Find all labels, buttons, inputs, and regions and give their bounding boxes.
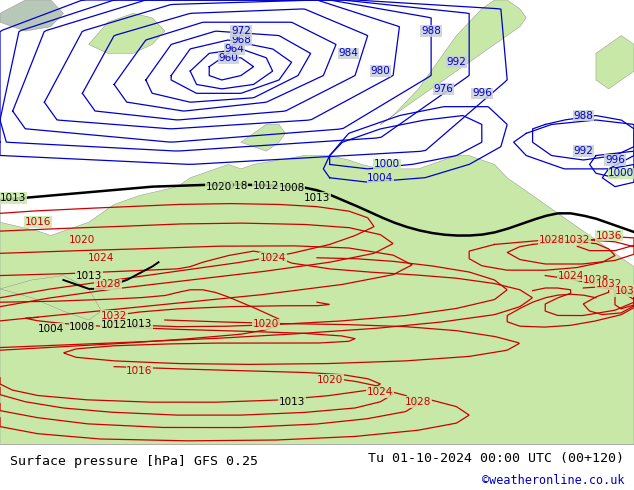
Text: 1024: 1024	[88, 253, 115, 263]
Text: 988: 988	[573, 111, 593, 121]
Text: 1020: 1020	[69, 235, 96, 245]
Polygon shape	[380, 0, 526, 124]
Text: 1016: 1016	[25, 217, 51, 227]
Text: 968: 968	[231, 35, 251, 45]
Polygon shape	[89, 13, 165, 53]
Text: 1036: 1036	[595, 231, 622, 241]
Polygon shape	[241, 124, 285, 151]
Text: 1028: 1028	[583, 275, 609, 285]
Text: 1013: 1013	[304, 193, 330, 203]
Text: Surface pressure [hPa] GFS 0.25: Surface pressure [hPa] GFS 0.25	[10, 455, 257, 468]
Text: 964: 964	[224, 44, 245, 54]
Text: 1000: 1000	[373, 159, 400, 170]
Text: 1036: 1036	[614, 286, 634, 296]
Text: 1013: 1013	[75, 270, 102, 281]
Text: 1008: 1008	[69, 321, 96, 332]
Text: 1013: 1013	[0, 193, 26, 203]
Text: 996: 996	[472, 88, 492, 98]
Text: 1004: 1004	[367, 173, 394, 183]
Text: 1032: 1032	[564, 235, 590, 245]
Text: 984: 984	[339, 49, 359, 58]
Text: 1032: 1032	[101, 311, 127, 320]
Text: 980: 980	[370, 66, 391, 76]
Text: 1020: 1020	[205, 182, 232, 192]
Text: 1024: 1024	[557, 270, 584, 281]
Text: 1013: 1013	[126, 319, 153, 329]
Polygon shape	[0, 155, 634, 444]
Text: 1020: 1020	[253, 319, 280, 329]
Text: 1024: 1024	[259, 253, 286, 263]
Text: 992: 992	[573, 146, 593, 156]
Text: 1018: 1018	[221, 181, 248, 191]
Text: 1000: 1000	[608, 169, 634, 178]
Text: Tu 01-10-2024 00:00 UTC (00+120): Tu 01-10-2024 00:00 UTC (00+120)	[368, 452, 624, 465]
Text: 1032: 1032	[595, 279, 622, 290]
Text: ©weatheronline.co.uk: ©weatheronline.co.uk	[482, 474, 624, 488]
Text: 1016: 1016	[126, 366, 153, 376]
Text: 988: 988	[421, 26, 441, 36]
Text: 1020: 1020	[316, 375, 343, 385]
Text: 960: 960	[218, 53, 238, 63]
Text: 1028: 1028	[94, 279, 121, 290]
Text: 1004: 1004	[37, 324, 64, 334]
Text: 1012: 1012	[253, 181, 280, 191]
Text: 1013: 1013	[278, 397, 305, 407]
Text: 972: 972	[231, 26, 251, 36]
Text: 1028: 1028	[538, 235, 565, 245]
Text: 1012: 1012	[101, 320, 127, 330]
Polygon shape	[0, 275, 101, 320]
Text: 1008: 1008	[278, 183, 305, 194]
Polygon shape	[0, 0, 63, 31]
Text: 1028: 1028	[405, 397, 432, 407]
Text: 996: 996	[605, 155, 625, 165]
Polygon shape	[596, 36, 634, 89]
Text: 976: 976	[434, 84, 454, 94]
Text: 1024: 1024	[367, 387, 394, 397]
Text: 992: 992	[446, 57, 467, 67]
